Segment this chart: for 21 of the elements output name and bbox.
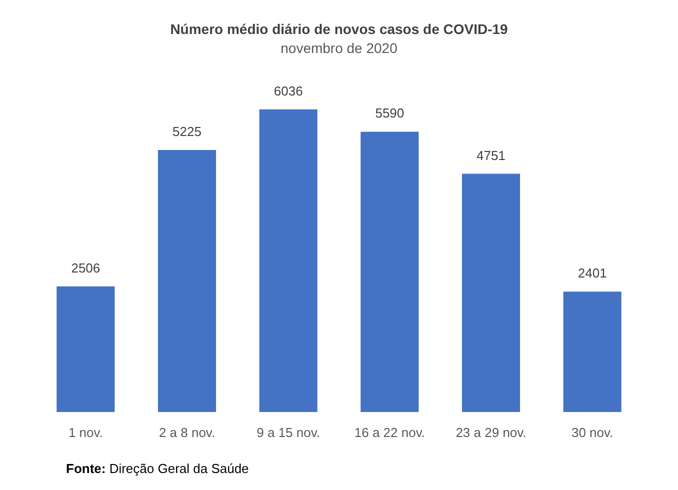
- bar: [462, 174, 520, 412]
- data-label: 2401: [578, 266, 607, 281]
- x-tick-label: 23 a 29 nov.: [456, 425, 526, 440]
- data-label: 2506: [71, 260, 100, 276]
- x-tick-label: 30 nov.: [571, 425, 614, 440]
- chart-title: Número médio diário de novos casos de COVID-19: [170, 21, 508, 37]
- bar: [158, 150, 216, 412]
- bar: [563, 292, 622, 412]
- chart-subtitle: novembro de 2020: [280, 40, 398, 56]
- data-label: 5225: [172, 124, 202, 140]
- data-label: 5590: [375, 106, 404, 121]
- source-note: Fonte: Direção Geral da Saúde: [66, 461, 249, 476]
- x-tick-label: 9 a 15 nov.: [256, 425, 320, 440]
- data-label: 6036: [274, 83, 303, 98]
- bar: [360, 132, 419, 412]
- x-tick-label: 1 nov.: [68, 425, 103, 440]
- x-tick-label: 16 a 22 nov.: [354, 425, 425, 440]
- data-label: 4751: [476, 148, 506, 163]
- x-tick-label: 2 a 8 nov.: [158, 425, 216, 440]
- bar: [56, 286, 115, 412]
- bar: [259, 109, 318, 412]
